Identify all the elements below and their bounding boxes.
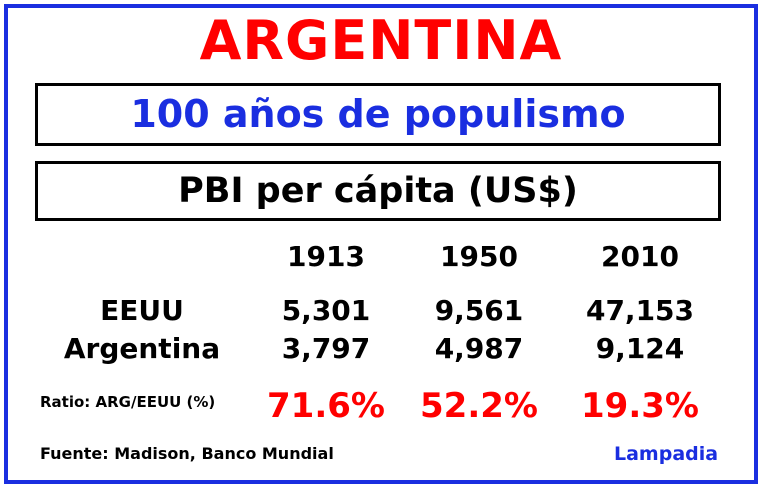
table-cell: 47,153: [585, 294, 695, 327]
page-title: ARGENTINA: [199, 9, 563, 72]
ratio-value-1913: 71.6%: [267, 386, 385, 426]
table-cell: 4,987: [434, 332, 524, 365]
ratio-value-2010: 19.3%: [581, 386, 699, 426]
heading-box: PBI per cápita (US$): [35, 161, 721, 221]
year-header-2010: 2010: [601, 240, 679, 273]
ratio-value-1950: 52.2%: [420, 386, 538, 426]
brand-logo-text: Lampadia: [614, 443, 719, 465]
outer-frame: [4, 4, 758, 484]
row-label-argentina: Argentina: [63, 332, 221, 365]
table-cell: 3,797: [281, 332, 371, 365]
source-note: Fuente: Madison, Banco Mundial: [40, 444, 334, 463]
year-header-1950: 1950: [440, 240, 518, 273]
ratio-label: Ratio: ARG/EEUU (%): [40, 393, 216, 411]
year-header-1913: 1913: [287, 240, 365, 273]
table-cell: 5,301: [281, 294, 371, 327]
subtitle-box: 100 años de populismo: [35, 83, 721, 146]
table-cell: 9,561: [434, 294, 524, 327]
row-label-eeuu: EEUU: [100, 294, 184, 327]
table-cell: 9,124: [595, 332, 685, 365]
